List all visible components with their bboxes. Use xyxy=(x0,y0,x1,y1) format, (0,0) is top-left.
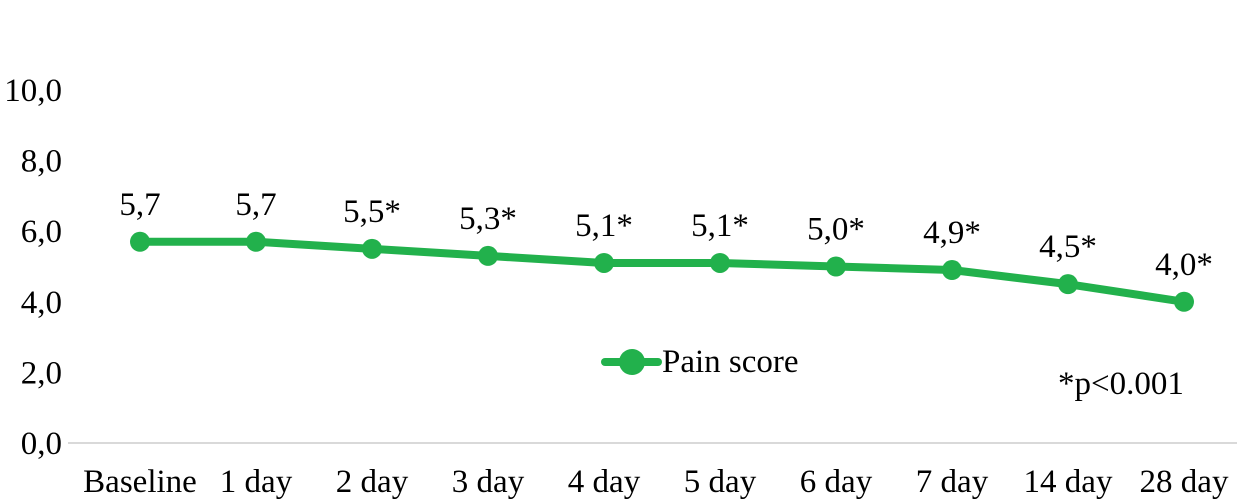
y-tick-label: 0,0 xyxy=(21,426,62,462)
data-point xyxy=(478,245,498,266)
series-line xyxy=(136,237,1188,306)
data-label: 4,0* xyxy=(1155,247,1213,283)
significance-annotation: *p<0.001 xyxy=(1058,366,1184,402)
x-tick-label: 4 day xyxy=(568,464,641,500)
x-tick-label: 14 day xyxy=(1024,464,1113,500)
y-tick-label: 8,0 xyxy=(21,144,62,180)
data-point xyxy=(246,231,266,252)
data-label: 5,7 xyxy=(235,187,276,223)
data-point xyxy=(1058,274,1078,295)
data-label: 5,5* xyxy=(343,194,401,230)
x-tick-label: 2 day xyxy=(336,464,409,500)
x-tick-label: 5 day xyxy=(684,464,757,500)
data-point xyxy=(362,238,382,259)
data-label: 5,0* xyxy=(807,212,865,248)
data-label: 4,9* xyxy=(923,215,981,251)
data-point xyxy=(130,231,150,252)
x-tick-label: 1 day xyxy=(220,464,293,500)
data-label: 5,1* xyxy=(575,208,633,244)
x-tick-label: 28 day xyxy=(1140,464,1229,500)
data-point xyxy=(826,256,846,277)
legend-line-marker-icon xyxy=(601,349,662,375)
legend-label: Pain score xyxy=(662,343,799,380)
data-point xyxy=(594,252,614,273)
y-tick-label: 6,0 xyxy=(21,214,62,250)
x-tick-label: Baseline xyxy=(83,464,197,500)
data-point xyxy=(1174,291,1194,312)
y-tick-label: 4,0 xyxy=(21,285,62,321)
data-label: 5,3* xyxy=(459,201,517,237)
data-label: 5,1* xyxy=(691,208,749,244)
x-tick-label: 6 day xyxy=(800,464,873,500)
y-tick-label: 10,0 xyxy=(4,73,62,109)
data-label: 5,7 xyxy=(119,187,160,223)
data-point xyxy=(710,252,730,273)
data-point xyxy=(942,260,962,281)
legend: Pain score xyxy=(601,340,799,384)
legend-dot-icon xyxy=(618,349,645,375)
data-label: 4,5* xyxy=(1039,229,1097,265)
x-tick-label: 3 day xyxy=(452,464,525,500)
y-tick-label: 2,0 xyxy=(21,355,62,391)
x-tick-label: 7 day xyxy=(916,464,989,500)
